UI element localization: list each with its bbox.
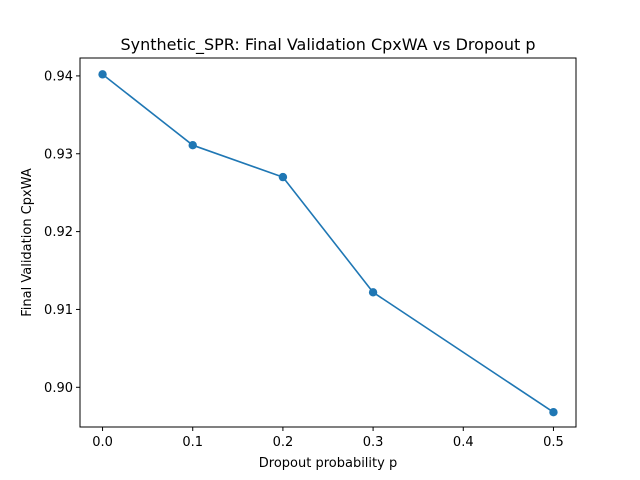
y-tick-label: 0.93 — [44, 147, 73, 162]
x-tick-label: 0.4 — [453, 435, 474, 450]
y-tick-label: 0.94 — [44, 69, 73, 84]
x-tick-label: 0.5 — [543, 435, 564, 450]
x-tick-label: 0.1 — [182, 435, 203, 450]
x-axis-ticks: 0.0 0.1 0.2 0.3 0.4 0.5 — [92, 427, 564, 450]
y-tick-label: 0.90 — [44, 381, 73, 396]
x-tick-label: 0.3 — [363, 435, 384, 450]
series-group — [98, 70, 558, 417]
chart-title: Synthetic_SPR: Final Validation CpxWA vs… — [120, 35, 535, 55]
data-point — [549, 408, 558, 417]
data-point — [98, 70, 107, 79]
y-tick-label: 0.92 — [44, 225, 73, 240]
x-axis-label: Dropout probability p — [259, 456, 397, 471]
y-tick-label: 0.91 — [44, 303, 73, 318]
data-point — [368, 288, 378, 297]
x-tick-label: 0.2 — [273, 435, 294, 450]
data-point — [278, 172, 288, 182]
x-tick-label: 0.0 — [92, 435, 113, 450]
y-axis-label: Final Validation CpxWA — [20, 168, 35, 317]
y-axis-ticks: 0.90 0.91 0.92 0.93 0.94 — [44, 69, 80, 396]
plot-frame — [79, 57, 577, 428]
data-point — [188, 140, 197, 150]
